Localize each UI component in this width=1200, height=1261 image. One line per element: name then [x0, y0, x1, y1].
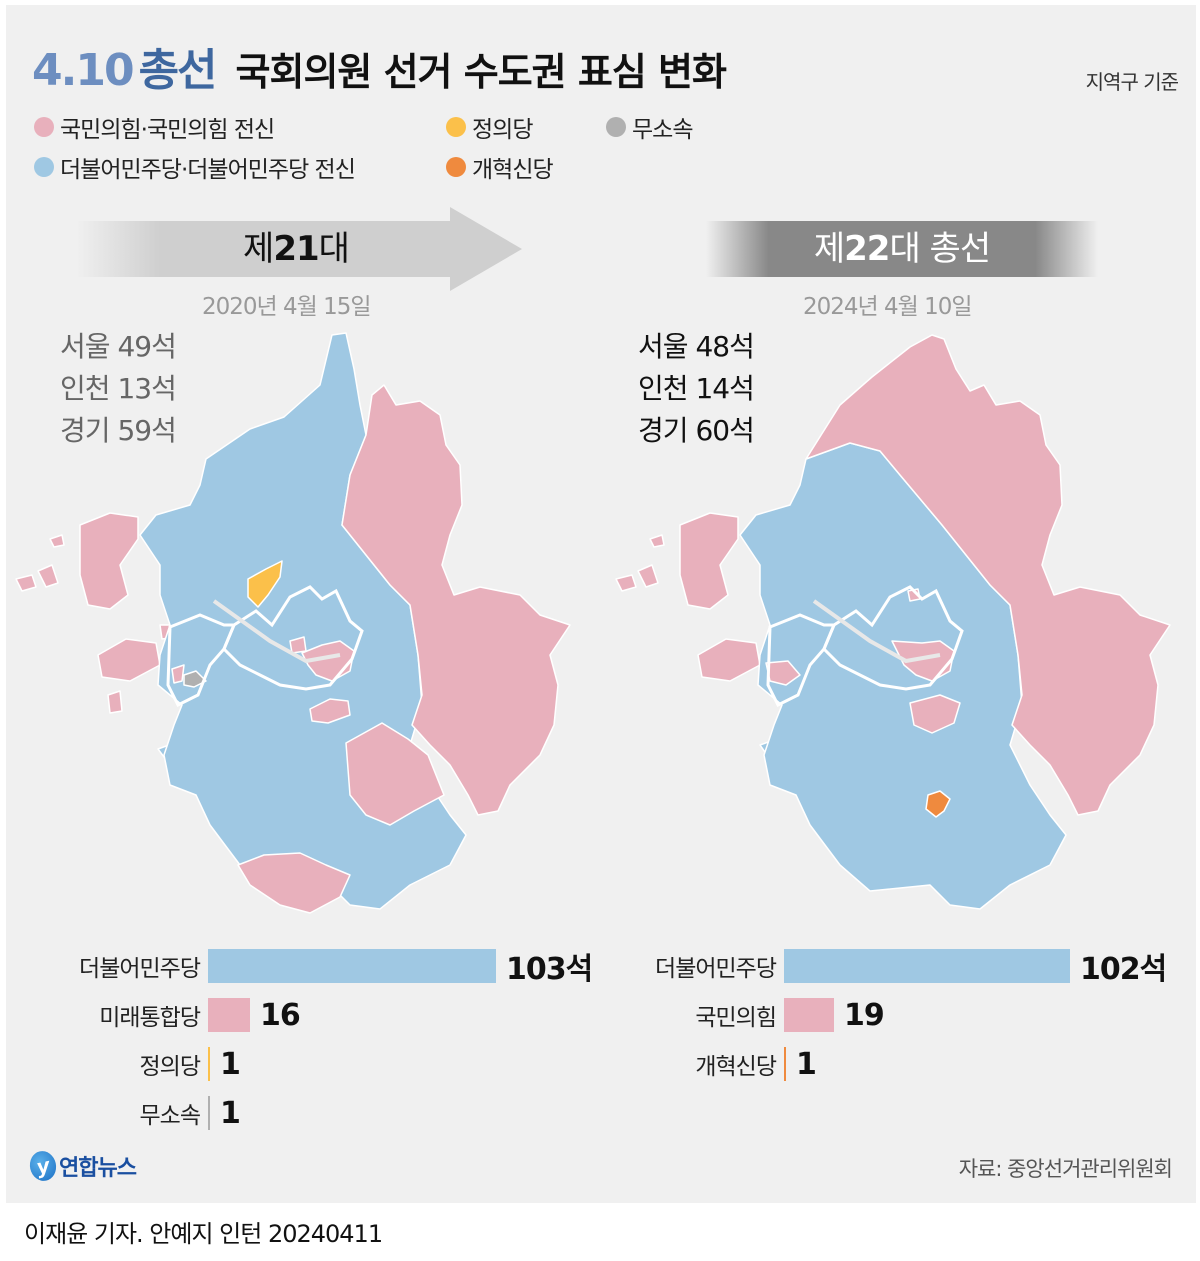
- bar-independent: [208, 1096, 210, 1130]
- bar-row: 무소속 1: [140, 1095, 241, 1131]
- bar-value: 16: [260, 997, 301, 1033]
- banner-number: 22: [844, 229, 890, 269]
- bar-row: 더불어민주당 103석: [79, 948, 593, 987]
- bar-label: 더불어민주당: [79, 956, 201, 982]
- region-name: 경기: [60, 414, 111, 447]
- region-incheon: 인천 13석: [60, 368, 177, 410]
- bar-chart-21st: 더불어민주당 103석 미래통합당 16 정의당 1 무소속 1: [79, 948, 608, 1131]
- region-name: 인천: [60, 372, 111, 405]
- legend-label: 무소속: [632, 117, 693, 143]
- bar-value: 19: [844, 997, 885, 1033]
- credit-line: 이재윤 기자. 안예지 인턴 20240411: [24, 1220, 383, 1248]
- region-seats-21st: 서울 49석 인천 13석 경기 59석: [60, 326, 177, 452]
- arrow-right-icon: [450, 207, 522, 291]
- bar-label: 미래통합당: [99, 1005, 201, 1031]
- basis-note: 지역구 기준: [1085, 70, 1179, 94]
- bar-row: 국민의힘 19: [695, 997, 885, 1033]
- bar-row: 미래통합당 16: [99, 997, 301, 1033]
- legend-dot-icon: [446, 117, 466, 137]
- bar-value: 1: [796, 1046, 817, 1082]
- banner-suffix: 대: [318, 229, 350, 269]
- yonhap-logo-icon: y: [27, 1148, 59, 1184]
- banner-label: 제21대: [76, 221, 516, 277]
- bar-justice: [208, 1047, 210, 1081]
- legend-dot-icon: [34, 157, 54, 177]
- banner-22nd-election: 제22대 총선: [706, 221, 1098, 277]
- region-gyeonggi: 경기 60석: [638, 410, 755, 452]
- title-main: 국회의원 선거 수도권 표심 변화: [235, 50, 727, 94]
- region-seoul: 서울 48석: [638, 326, 755, 368]
- bar-value: 103석: [506, 952, 593, 987]
- map-21st: [15, 332, 571, 914]
- bar-label: 더불어민주당: [655, 956, 777, 982]
- title-date: 4.10: [32, 45, 135, 96]
- legend-label: 개혁신당: [472, 157, 554, 183]
- legend-item-justice: 정의당: [446, 110, 533, 144]
- region-incheon: 인천 14석: [638, 368, 755, 410]
- region-name: 서울: [60, 330, 111, 363]
- region-gyeonggi: 경기 59석: [60, 410, 177, 452]
- arrow-body: [76, 221, 456, 277]
- bar-label: 정의당: [139, 1054, 201, 1080]
- bar-reform: [784, 1047, 786, 1081]
- region-seats-22nd: 서울 48석 인천 14석 경기 60석: [638, 326, 755, 452]
- legend-item-dem: 더불어민주당·더불어민주당 전신: [34, 150, 356, 184]
- date-21st: 2020년 4월 15일: [202, 294, 372, 320]
- bar-label: 국민의힘: [695, 1005, 777, 1031]
- bar-value: 102석: [1080, 952, 1167, 987]
- banner-number: 21: [273, 229, 319, 269]
- title-accent: 4.10 총선: [32, 34, 218, 98]
- region-value: 59석: [117, 414, 176, 447]
- legend-dot-icon: [606, 117, 626, 137]
- title-election-word: 총선: [138, 45, 218, 96]
- page-title: 4.10 총선 국회의원 선거 수도권 표심 변화: [32, 34, 727, 98]
- legend-label: 국민의힘·국민의힘 전신: [60, 117, 275, 143]
- logo-text: 연합뉴스: [59, 1156, 137, 1181]
- region-name: 경기: [638, 414, 689, 447]
- region-value: 14석: [695, 372, 754, 405]
- yonhap-logo: y 연합뉴스: [27, 1148, 137, 1184]
- bar-label: 개혁신당: [695, 1054, 777, 1080]
- bar-label: 무소속: [139, 1103, 201, 1129]
- legend: 국민의힘·국민의힘 전신 정의당 무소속 더불어민주당·더불어민주당 전신 개혁…: [34, 110, 693, 190]
- bar-chart-22nd: 더불어민주당 102석 국민의힘 19 개혁신당 1: [655, 948, 1184, 1088]
- region-name: 인천: [638, 372, 689, 405]
- region-value: 60석: [695, 414, 754, 447]
- banner-21st-election: 제21대: [76, 207, 524, 291]
- bar-row: 개혁신당 1: [695, 1046, 817, 1082]
- banner-label: 제22대 총선: [706, 221, 1098, 277]
- bar-dem: [208, 949, 496, 983]
- legend-item-reform: 개혁신당: [446, 150, 554, 184]
- legend-dot-icon: [34, 117, 54, 137]
- date-22nd: 2024년 4월 10일: [803, 294, 973, 320]
- source-note: 자료: 중앙선거관리위원회: [958, 1157, 1173, 1181]
- bar-value: 1: [220, 1046, 241, 1082]
- bar-dem: [784, 949, 1070, 983]
- legend-label: 정의당: [472, 117, 533, 143]
- bar-value: 1: [220, 1095, 241, 1131]
- bar-ppp: [784, 998, 834, 1032]
- map-22nd: [615, 334, 1171, 910]
- legend-item-independent: 무소속: [606, 110, 693, 144]
- region-value: 48석: [695, 330, 754, 363]
- banner-suffix: 대 총선: [889, 229, 991, 269]
- region-value: 49석: [117, 330, 176, 363]
- bar-row: 정의당 1: [140, 1046, 241, 1082]
- legend-item-ppp: 국민의힘·국민의힘 전신: [34, 110, 275, 144]
- banner-prefix: 제: [813, 229, 845, 269]
- banner-prefix: 제: [243, 229, 274, 269]
- region-name: 서울: [638, 330, 689, 363]
- legend-label: 더불어민주당·더불어민주당 전신: [60, 157, 356, 183]
- legend-dot-icon: [446, 157, 466, 177]
- region-value: 13석: [117, 372, 176, 405]
- bar-ppp: [208, 998, 250, 1032]
- bar-row: 더불어민주당 102석: [655, 948, 1167, 987]
- region-seoul: 서울 49석: [60, 326, 177, 368]
